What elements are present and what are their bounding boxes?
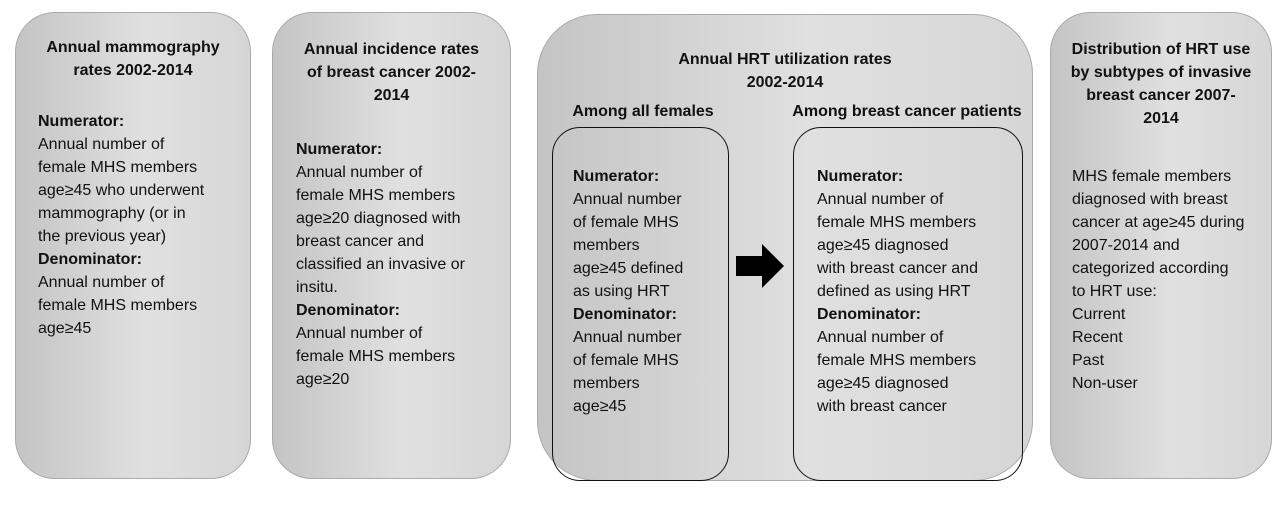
- title-line: Annual mammography: [46, 39, 220, 56]
- title-line: rates 2002-2014: [73, 62, 193, 79]
- text-line: Annual number of: [38, 274, 165, 291]
- text-line: female MHS members: [817, 214, 977, 231]
- text-line: female MHS members: [38, 297, 198, 314]
- text-line: age≥45: [38, 320, 92, 337]
- sections: Numerator: Annual number of female MHS mem…: [817, 165, 1017, 418]
- text-line: age≥45 diagnosed: [817, 237, 949, 254]
- title-line: 2014: [373, 87, 410, 104]
- text-line: Annual number of: [817, 329, 944, 346]
- text-line: Current: [1072, 306, 1126, 323]
- text-line: mammography (or in: [38, 205, 186, 222]
- section-heading: Numerator:: [817, 168, 904, 185]
- text-line: 2007-2014 and: [1072, 237, 1180, 254]
- text-line: with breast cancer and: [817, 260, 978, 277]
- title: Distribution of HRT use by subtypes of in…: [1050, 38, 1272, 130]
- text-line: female MHS members: [296, 348, 456, 365]
- section-heading: Denominator:: [296, 302, 400, 319]
- panel-patients: [793, 127, 1023, 481]
- text-line: age≥20: [296, 371, 350, 388]
- box-hrt-distribution: [1050, 12, 1272, 479]
- text-line: the previous year): [38, 228, 167, 245]
- text-line: Recent: [1072, 329, 1123, 346]
- text-line: categorized according: [1072, 260, 1229, 277]
- text-line: female MHS members: [817, 352, 977, 369]
- box-mammography: [15, 12, 251, 479]
- text-line: female MHS members: [38, 159, 198, 176]
- sections: Numerator: Annual number of female MHS mem…: [296, 138, 508, 391]
- title-line: breast cancer 2007-: [1086, 87, 1236, 104]
- panel-all-females: [552, 127, 729, 481]
- section-heading: Numerator:: [38, 113, 125, 130]
- text-line: age≥20 diagnosed with: [296, 210, 461, 227]
- title: Annual HRT utilization rates 2002-2014: [537, 48, 1033, 94]
- text-line: age≥45 defined: [573, 260, 684, 277]
- section-heading: Denominator:: [573, 306, 677, 323]
- section-heading: Numerator:: [573, 168, 660, 185]
- text-line: Annual number of: [296, 325, 423, 342]
- text-line: Annual number of: [817, 191, 944, 208]
- text-line: age≥45 who underwent: [38, 182, 205, 199]
- section-heading: Numerator:: [296, 141, 383, 158]
- sections: Numerator: Annual number of female MHS mem…: [38, 110, 248, 340]
- title-line: 2002-2014: [746, 74, 824, 91]
- title-line: by subtypes of invasive: [1070, 64, 1252, 81]
- text-line: Non-user: [1072, 375, 1138, 392]
- text-line: cancer at age≥45 during: [1072, 214, 1245, 231]
- text-line: members: [573, 237, 640, 254]
- text-line: insitu.: [296, 279, 338, 296]
- list: MHS female members diagnosed with breast c…: [1072, 165, 1267, 395]
- text-line: Annual number: [573, 329, 682, 346]
- text-line: Annual number: [573, 191, 682, 208]
- text-line: with breast cancer: [817, 398, 947, 415]
- title-line: of breast cancer 2002-: [307, 64, 476, 81]
- text-line: members: [573, 375, 640, 392]
- sections: Numerator: Annual number of female MHS memb…: [573, 165, 723, 418]
- title-line: Annual HRT utilization rates: [678, 51, 892, 68]
- title-line: Annual incidence rates: [303, 41, 480, 58]
- text-line: Annual number of: [296, 164, 423, 181]
- text-line: to HRT use:: [1072, 283, 1157, 300]
- panel-heading: Among breast cancer patients: [792, 103, 1022, 120]
- arrow: [736, 244, 784, 288]
- title: Annual mammography rates 2002-2014: [15, 36, 251, 82]
- text-line: diagnosed with breast: [1072, 191, 1228, 208]
- title: Annual incidence rates of breast cancer 2…: [272, 38, 511, 107]
- box-incidence: [272, 12, 511, 479]
- text-line: MHS female members: [1072, 168, 1232, 185]
- text-line: age≥45 diagnosed: [817, 375, 949, 392]
- section-heading: Denominator:: [817, 306, 921, 323]
- text-line: of female MHS: [573, 352, 679, 369]
- title-line: Distribution of HRT use: [1071, 41, 1251, 58]
- box-hrt-utilization: [537, 14, 1033, 481]
- section-heading: Denominator:: [38, 251, 142, 268]
- text-line: Annual number of: [38, 136, 165, 153]
- panel-heading: Among all females: [572, 103, 714, 120]
- text-line: classified an invasive or: [296, 256, 465, 273]
- text-line: age≥45: [573, 398, 627, 415]
- title-line: 2014: [1143, 110, 1179, 127]
- text-line: female MHS members: [296, 187, 456, 204]
- text-line: defined as using HRT: [817, 283, 971, 300]
- text-line: breast cancer and: [296, 233, 425, 250]
- text-line: of female MHS: [573, 214, 679, 231]
- text-line: as using HRT: [573, 283, 670, 300]
- text-line: Past: [1072, 352, 1105, 369]
